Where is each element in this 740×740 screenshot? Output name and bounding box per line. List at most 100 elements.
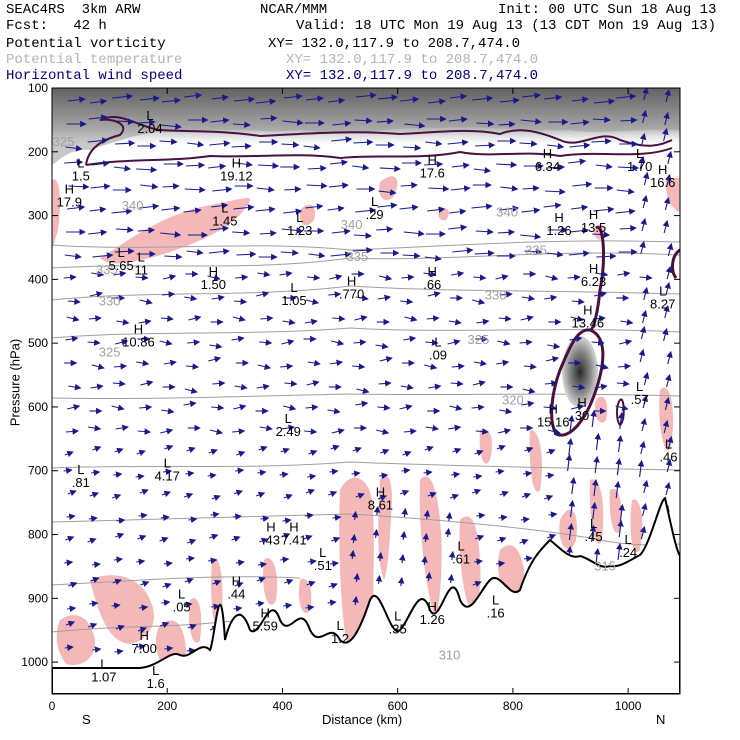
- wind-arrow: [373, 505, 381, 516]
- wind-arrow: [400, 298, 414, 305]
- wind-arrow: [377, 294, 392, 302]
- theta-label: 320: [502, 393, 524, 408]
- wind-arrow: [616, 434, 624, 453]
- wind-arrow: [137, 534, 147, 542]
- wind-arrow: [233, 298, 248, 305]
- wind-arrow: [498, 121, 516, 128]
- wind-arrow: [351, 510, 359, 521]
- wind-arrow: [522, 387, 536, 394]
- y-tick-label: 100: [28, 81, 48, 95]
- wind-arrow: [495, 274, 509, 281]
- wind-arrow: [208, 356, 222, 363]
- wind-arrow: [499, 407, 513, 415]
- wind-arrow: [304, 428, 318, 435]
- wind-arrow: [543, 404, 557, 411]
- theta-label: 325: [467, 332, 489, 347]
- wind-arrow: [327, 205, 345, 212]
- wind-arrow: [68, 581, 78, 589]
- wind-arrow: [444, 527, 452, 538]
- wind-arrow: [64, 159, 84, 166]
- wind-arrow: [332, 514, 342, 521]
- wind-arrow: [208, 163, 227, 170]
- y-tick-label: 1000: [21, 655, 48, 669]
- wind-arrow: [379, 472, 389, 479]
- wind-arrow: [615, 404, 629, 411]
- theta-label: 335: [96, 262, 118, 277]
- extremum-value: 19.12: [220, 169, 253, 184]
- wind-arrow: [452, 247, 474, 254]
- extremum-type: H: [589, 207, 598, 222]
- wind-arrow: [639, 440, 646, 455]
- wind-arrow: [497, 536, 507, 544]
- extremum-value: .61: [452, 551, 470, 566]
- extremum-value: .43: [262, 532, 280, 547]
- wind-arrow: [92, 252, 114, 259]
- wind-arrow: [425, 571, 432, 582]
- wind-arrow: [116, 318, 130, 326]
- wind-arrow: [641, 394, 649, 409]
- wind-arrow: [88, 622, 98, 630]
- extremum-type: L: [665, 436, 672, 451]
- wind-arrow: [306, 182, 328, 190]
- wind-arrow: [111, 404, 125, 411]
- wind-arrow: [592, 231, 611, 238]
- wind-arrow: [163, 468, 173, 475]
- wind-arrow: [160, 123, 182, 130]
- extremum-value: .29: [366, 207, 384, 222]
- wind-arrow: [473, 274, 487, 281]
- wind-arrow: [352, 363, 366, 370]
- wind-arrow: [232, 229, 251, 236]
- extremum-value: .45: [585, 529, 603, 544]
- wind-arrow: [89, 600, 99, 607]
- wind-arrow: [619, 225, 637, 232]
- extremum-type: L: [492, 593, 499, 608]
- wind-arrow: [498, 315, 512, 322]
- extremum-value: 30: [575, 408, 589, 423]
- wind-arrow: [428, 185, 450, 193]
- wind-arrow: [547, 143, 565, 150]
- wind-arrow: [236, 450, 246, 458]
- y-tick-label: 500: [28, 336, 48, 350]
- extremum-value: .16: [487, 606, 505, 621]
- wind-arrow: [115, 532, 125, 540]
- wind-arrow: [330, 251, 352, 258]
- wind-arrow: [400, 383, 414, 391]
- wind-arrow: [89, 98, 108, 105]
- wind-arrow: [353, 138, 374, 146]
- wind-arrow: [115, 424, 129, 432]
- x-tick-label: 600: [388, 699, 408, 713]
- wind-arrow: [471, 203, 493, 210]
- wind-arrow: [113, 556, 124, 563]
- wind-arrow: [67, 298, 81, 305]
- wind-arrow: [544, 494, 554, 502]
- wind-arrow: [136, 643, 146, 650]
- wind-arrow: [184, 577, 194, 585]
- theta-label: 340: [496, 204, 518, 219]
- wind-arrow: [349, 549, 356, 560]
- wind-arrow: [400, 96, 420, 103]
- wind-arrow: [111, 602, 121, 609]
- wind-arrow: [497, 229, 516, 236]
- extremum-type: L: [138, 250, 145, 265]
- wind-arrow: [116, 517, 126, 524]
- wind-arrow: [281, 227, 304, 234]
- wind-arrow: [160, 428, 174, 435]
- wind-arrow: [639, 525, 647, 540]
- wind-arrow: [473, 167, 492, 174]
- wind-arrow: [615, 457, 622, 476]
- wind-arrow: [543, 202, 562, 209]
- extremum-type: L: [290, 280, 297, 295]
- wind-arrow: [65, 335, 79, 343]
- extremum-type: L: [659, 283, 666, 298]
- wind-arrow: [283, 602, 293, 609]
- wind-arrow: [90, 576, 100, 584]
- wind-arrow: [544, 188, 566, 196]
- theta-labels: 325 340 340 340 335 335 335 330 330 325 325 320 310 3…: [53, 134, 616, 663]
- wind-arrow: [521, 400, 535, 408]
- wind-arrow: [159, 138, 178, 145]
- wind-arrow: [161, 599, 171, 606]
- extremum-value: 1.70: [627, 159, 652, 174]
- extremum-value: .66: [423, 277, 441, 292]
- wind-arrow: [352, 246, 373, 254]
- wind-arrow: [376, 551, 384, 562]
